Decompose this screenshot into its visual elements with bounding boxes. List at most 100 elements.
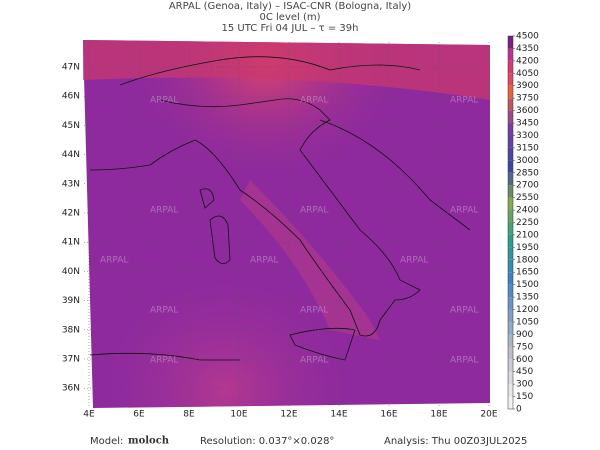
colorbar-label: 3150 bbox=[516, 143, 539, 153]
colorbar-label: 1200 bbox=[516, 305, 539, 315]
colorbar-cell bbox=[508, 147, 513, 161]
map: ARPAL ARPAL ARPAL ARPAL ARPAL ARPAL ARPAL ARPAL… bbox=[83, 40, 490, 408]
colorbar-label: 3450 bbox=[516, 119, 539, 129]
colorbar-label: 1350 bbox=[516, 293, 539, 303]
header-line: ARPAL (Genoa, Italy) – ISAC-CNR (Bologna… bbox=[169, 1, 411, 12]
colorbar-label: 4200 bbox=[516, 56, 539, 66]
colorbar-label: 1500 bbox=[516, 280, 539, 290]
watermark: ARPAL bbox=[450, 206, 478, 216]
watermark: ARPAL bbox=[450, 96, 478, 106]
colorbar-cell bbox=[508, 48, 513, 61]
colorbar-cell bbox=[508, 234, 513, 248]
colorbar-cell bbox=[508, 135, 513, 148]
colorbar-label: 1050 bbox=[516, 317, 539, 327]
colorbar-label: 3600 bbox=[516, 106, 539, 116]
lat-label: 43N bbox=[62, 179, 80, 189]
colorbar-cell bbox=[508, 297, 513, 310]
lat-label: 36N bbox=[62, 384, 80, 394]
footer-model: moloch bbox=[128, 436, 170, 447]
lon-label: 8E bbox=[183, 410, 195, 420]
footer-model-label: Model: bbox=[90, 436, 123, 447]
colorbar-cell bbox=[508, 247, 513, 260]
lat-label: 42N bbox=[62, 209, 80, 219]
colorbar-cell bbox=[508, 123, 513, 136]
lat-label: 40N bbox=[62, 267, 80, 277]
colorbar-label: 750 bbox=[516, 342, 533, 352]
lat-label: 44N bbox=[62, 150, 80, 160]
lat-label: 38N bbox=[62, 325, 80, 335]
lat-label: 39N bbox=[62, 296, 80, 306]
colorbar-label: 4350 bbox=[516, 44, 539, 54]
colorbar-label: 1950 bbox=[516, 243, 539, 253]
colorbar-label: 3000 bbox=[516, 156, 539, 166]
colorbar-label: 2250 bbox=[516, 218, 539, 228]
watermark: ARPAL bbox=[150, 356, 178, 366]
lon-label: 4E bbox=[83, 410, 95, 420]
lon-label: 14E bbox=[330, 410, 347, 420]
colorbar-label: 150 bbox=[516, 392, 533, 402]
colorbar-cell bbox=[508, 284, 513, 298]
graticule bbox=[84, 42, 490, 406]
colorbar-label: 2100 bbox=[516, 230, 539, 240]
colorbar-label: 2700 bbox=[516, 181, 539, 191]
watermark: ARPAL bbox=[300, 356, 328, 366]
lon-label: 16E bbox=[380, 410, 397, 420]
lat-label: 45N bbox=[62, 121, 80, 131]
colorbar-cell bbox=[508, 197, 513, 211]
watermark: ARPAL bbox=[150, 96, 178, 106]
watermark: ARPAL bbox=[300, 206, 328, 216]
footer-resolution: Resolution: 0.037°×0.028° bbox=[200, 436, 334, 447]
watermark: ARPAL bbox=[400, 256, 428, 266]
lon-label: 6E bbox=[133, 410, 145, 420]
colorbar-label: 900 bbox=[516, 330, 533, 340]
alps-band bbox=[83, 40, 490, 100]
lat-label: 41N bbox=[62, 238, 80, 248]
header-line: 0C level (m) bbox=[259, 12, 320, 23]
coastlines bbox=[89, 56, 471, 361]
colorbar-cell bbox=[508, 210, 513, 223]
colorbar-label: 1650 bbox=[516, 268, 539, 278]
colorbar-label: 450 bbox=[516, 367, 533, 377]
colorbar-cell bbox=[508, 73, 513, 86]
colorbar-label: 300 bbox=[516, 380, 533, 390]
colorbar-cell bbox=[508, 85, 513, 99]
lon-label: 20E bbox=[480, 410, 497, 420]
watermark: ARPAL bbox=[450, 356, 478, 366]
watermark: ARPAL bbox=[300, 96, 328, 106]
colorbar-cell bbox=[508, 272, 513, 285]
lat-label: 46N bbox=[62, 92, 80, 102]
watermark: ARPAL bbox=[250, 256, 278, 266]
colorbar-cell bbox=[508, 110, 513, 124]
watermark: ARPAL bbox=[100, 256, 128, 266]
lon-label: 10E bbox=[230, 410, 247, 420]
colorbar-cell bbox=[508, 346, 513, 360]
lon-label: 18E bbox=[430, 410, 447, 420]
header-line: 15 UTC Fri 04 JUL – τ = 39h bbox=[222, 23, 359, 34]
colorbar-label: 600 bbox=[516, 355, 533, 365]
colorbar-cell bbox=[508, 36, 513, 49]
lon-label: 12E bbox=[280, 410, 297, 420]
colorbar-cell bbox=[508, 334, 513, 347]
colorbar-label: 2550 bbox=[516, 193, 539, 203]
apennine-band bbox=[240, 180, 380, 340]
colorbar-cell bbox=[508, 396, 513, 409]
colorbar-cell bbox=[508, 309, 513, 322]
colorbar-label: 4500 bbox=[516, 32, 539, 42]
colorbar-cell bbox=[508, 98, 513, 111]
colorbar-cell bbox=[508, 371, 513, 385]
colorbar-cell bbox=[508, 259, 513, 273]
lat-label: 37N bbox=[62, 355, 80, 365]
colorbar-label: 3750 bbox=[516, 94, 539, 104]
colorbar-cell bbox=[508, 222, 513, 235]
watermark: ARPAL bbox=[300, 306, 328, 316]
colorbar-label: 2400 bbox=[516, 206, 539, 216]
colorbar-cell bbox=[508, 321, 513, 335]
footer-analysis: Analysis: Thu 00Z03JUL2025 bbox=[384, 436, 527, 447]
colorbar-cell bbox=[508, 384, 513, 397]
watermark: ARPAL bbox=[150, 306, 178, 316]
colorbar-label: 3900 bbox=[516, 81, 539, 91]
colorbar-label: 3300 bbox=[516, 131, 539, 141]
colorbar-cell bbox=[508, 60, 513, 74]
lat-label: 47N bbox=[62, 63, 80, 73]
